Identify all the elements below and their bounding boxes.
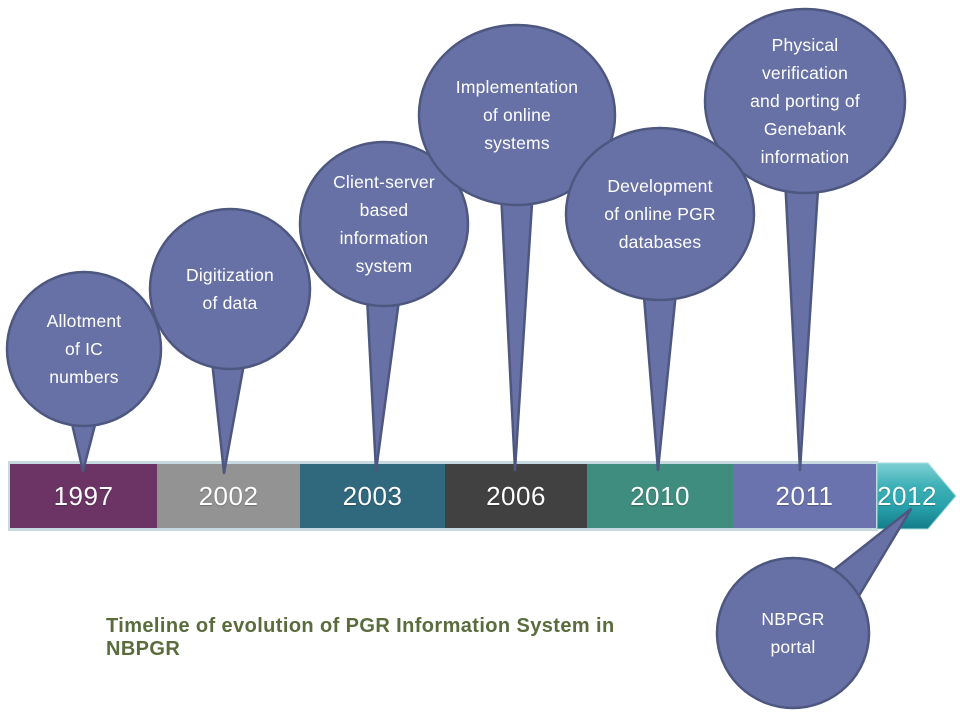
- callout-2002-label: Digitization of data: [186, 265, 274, 313]
- callout-2010-bubble: [564, 126, 756, 302]
- callout-2003-label: Client-server based information system: [333, 172, 435, 276]
- year-label-2002: 2002: [198, 480, 259, 511]
- timeline-arrow-2012: [876, 462, 957, 530]
- callout-2011-tail: [782, 156, 822, 472]
- timeline-segment-2002: [157, 464, 300, 528]
- timeline-segment-1997: [10, 464, 157, 528]
- year-label-2006: 2006: [486, 480, 546, 511]
- year-label-2012: 2012: [877, 480, 937, 511]
- callout-2012-label: NBPGR portal: [761, 609, 825, 657]
- callout-1997-label: Allotment of IC numbers: [46, 311, 122, 387]
- year-label-1997: 1997: [53, 480, 114, 511]
- callout-2006: [417, 23, 617, 472]
- callout-1997: [5, 270, 163, 473]
- callout-2003: [298, 140, 470, 473]
- callout-2006-tail: [498, 170, 536, 472]
- timeline-segment-2006: [445, 464, 587, 528]
- timeline-segment-2003: [300, 464, 445, 528]
- callout-2002: [148, 207, 312, 475]
- year-label-2010: 2010: [630, 480, 690, 511]
- callout-2011: [703, 7, 907, 472]
- callout-2006-label: Implementation of online systems: [455, 77, 579, 153]
- callout-2010-label: Development of online PGR databases: [604, 176, 716, 252]
- callout-1997-bubble: [5, 270, 163, 428]
- callout-2011-label: Physical verification and porting of Gen…: [750, 35, 860, 167]
- year-label-2011: 2011: [775, 480, 834, 511]
- timeline-segment-2010: [587, 464, 733, 528]
- callout-2010-tail: [640, 270, 680, 472]
- callout-2003-bubble: [298, 140, 470, 308]
- callout-2012-bubble: [715, 556, 871, 710]
- caption: Timeline of evolution of PGR Information…: [106, 615, 615, 660]
- timeline-segment-2011: [733, 464, 876, 528]
- callout-2010: [564, 126, 756, 472]
- year-label-2003: 2003: [342, 480, 403, 511]
- callout-2011-bubble: [703, 7, 907, 195]
- callout-2006-bubble: [417, 23, 617, 207]
- callout-2002-bubble: [148, 207, 312, 371]
- callout-2012: [715, 507, 913, 710]
